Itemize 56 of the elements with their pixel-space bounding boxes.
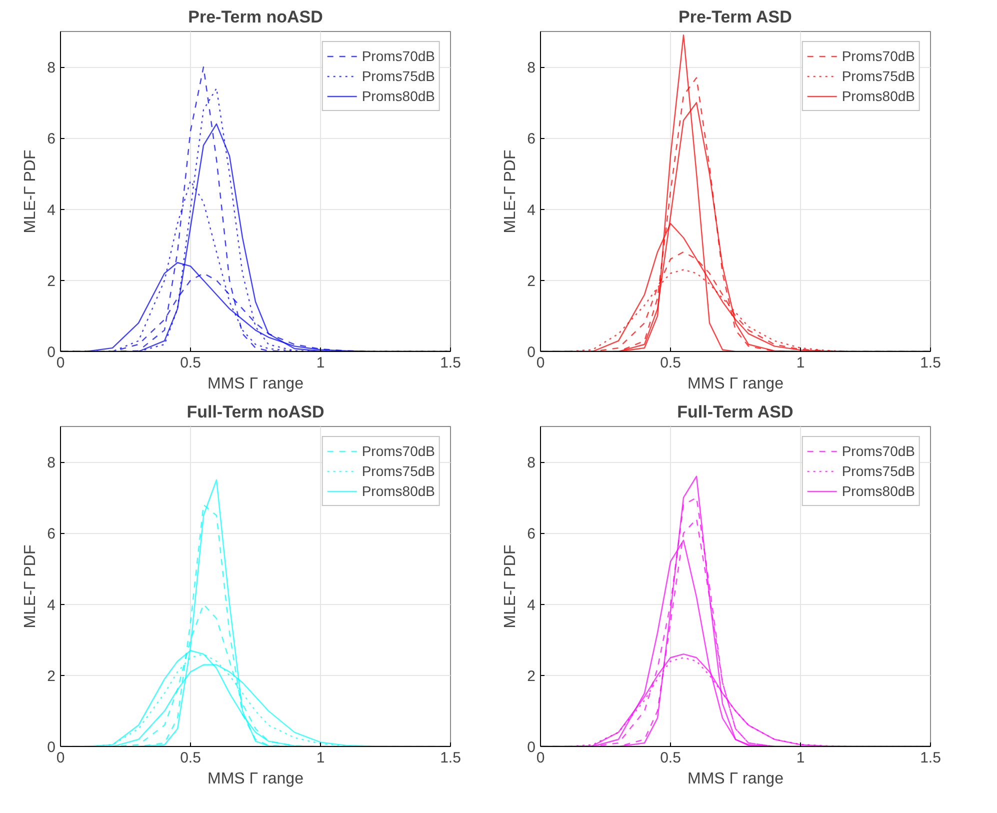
x-axis-title: MMS Γ range — [688, 770, 784, 788]
legend-label: Proms70dB — [842, 48, 915, 64]
y-tick-label: 8 — [527, 454, 536, 472]
legend-label: Proms75dB — [842, 463, 915, 479]
x-tick-label: 1.5 — [920, 354, 941, 372]
legend-label: Proms70dB — [362, 443, 435, 459]
y-tick-label: 0 — [527, 739, 536, 756]
x-tick-label: 1 — [796, 354, 805, 372]
y-tick-label: 0 — [527, 344, 536, 361]
chart-title: Full-Term ASD — [677, 402, 794, 422]
y-tick-label: 0 — [47, 739, 56, 756]
y-axis-title: MLE-Γ PDF — [502, 544, 520, 628]
legend-label: Proms70dB — [842, 443, 915, 459]
x-tick-label: 1.5 — [440, 750, 461, 766]
y-tick-label: 4 — [47, 596, 56, 614]
x-tick-label: 0.5 — [660, 354, 681, 372]
x-tick-label: 1 — [796, 750, 805, 766]
x-tick-label: 1 — [316, 354, 325, 372]
x-axis-title: MMS Γ range — [208, 376, 304, 392]
y-tick-label: 6 — [47, 130, 56, 148]
x-axis-title: MMS Γ range — [688, 376, 784, 392]
y-tick-label: 8 — [47, 60, 56, 77]
y-tick-label: 8 — [47, 454, 56, 472]
y-tick-label: 2 — [527, 272, 536, 290]
x-tick-label: 1.5 — [920, 750, 941, 766]
x-tick-label: 0.5 — [180, 750, 201, 766]
y-axis-title: MLE-Γ PDF — [22, 150, 40, 234]
y-tick-label: 6 — [527, 526, 536, 543]
x-tick-label: 1.5 — [440, 354, 461, 372]
chart-title: Full-Term noASD — [186, 402, 324, 422]
legend-label: Proms80dB — [362, 483, 435, 499]
legend-label: Proms75dB — [362, 463, 435, 479]
y-tick-label: 4 — [47, 202, 56, 219]
x-tick-label: 0.5 — [180, 354, 201, 372]
y-tick-label: 0 — [47, 344, 56, 361]
y-tick-label: 6 — [47, 526, 56, 543]
y-tick-label: 6 — [527, 130, 536, 148]
y-tick-label: 4 — [527, 202, 536, 219]
y-tick-label: 8 — [527, 60, 536, 77]
chart-title: Pre-Term noASD — [188, 8, 323, 26]
legend-label: Proms80dB — [842, 88, 915, 104]
y-tick-label: 2 — [527, 668, 536, 685]
y-axis-title: MLE-Γ PDF — [22, 544, 40, 628]
legend-label: Proms70dB — [362, 48, 435, 64]
legend-label: Proms80dB — [842, 483, 915, 499]
chart-title: Pre-Term ASD — [678, 8, 792, 26]
x-axis-title: MMS Γ range — [208, 770, 304, 788]
x-tick-label: 0.5 — [660, 750, 681, 766]
y-tick-label: 2 — [47, 668, 56, 685]
y-tick-label: 2 — [47, 272, 56, 290]
legend-label: Proms75dB — [842, 68, 915, 84]
legend-label: Proms80dB — [362, 88, 435, 104]
y-tick-label: 4 — [527, 596, 536, 614]
x-tick-label: 1 — [316, 750, 325, 766]
y-axis-title: MLE-Γ PDF — [502, 150, 520, 234]
legend-label: Proms75dB — [362, 68, 435, 84]
